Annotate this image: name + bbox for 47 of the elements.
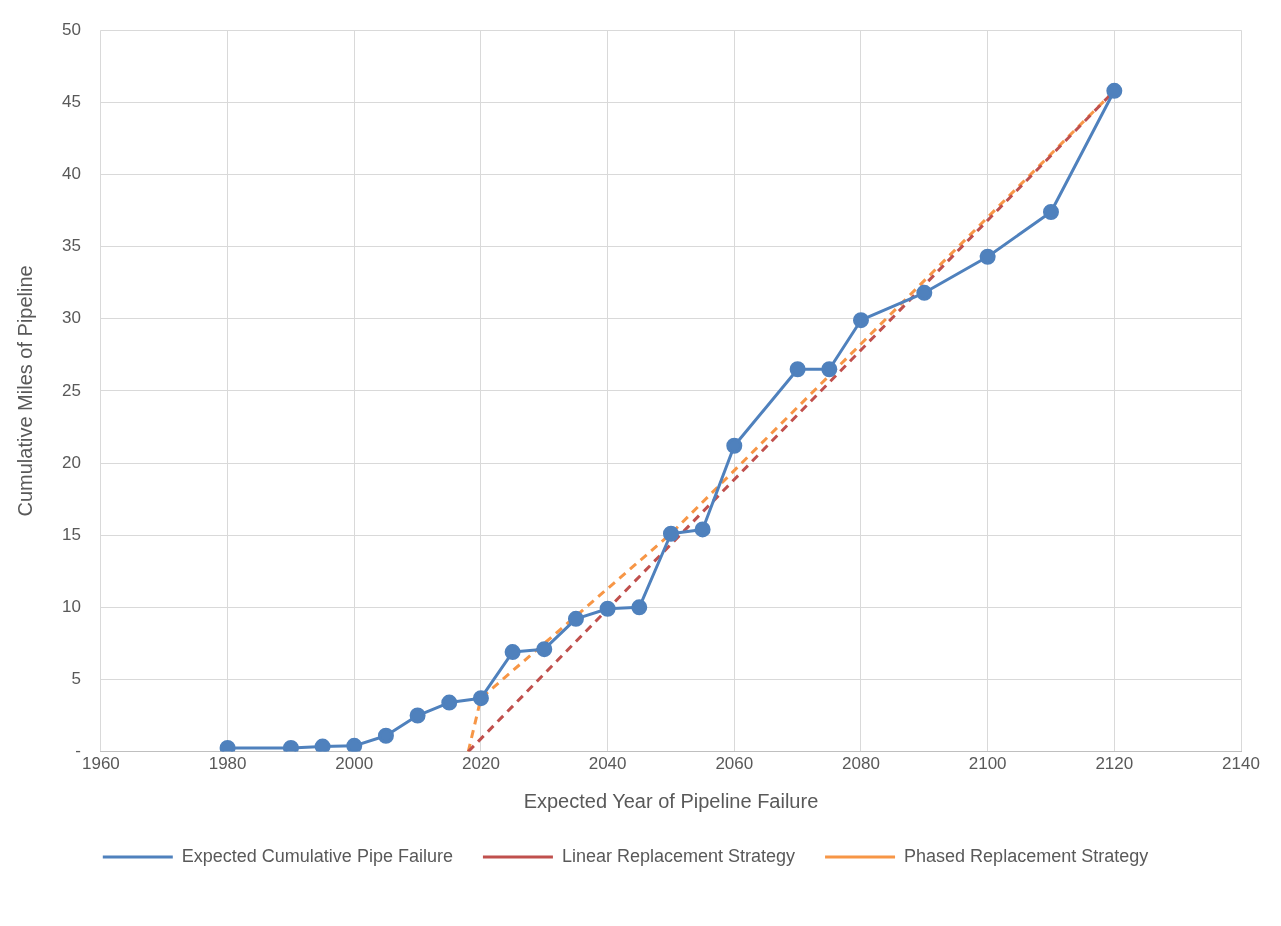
legend-label: Linear Replacement Strategy <box>561 845 796 866</box>
point <box>567 610 584 627</box>
x-tick-label: 2020 <box>462 754 500 774</box>
point <box>504 644 521 661</box>
y-tick-label: 25 <box>61 380 81 400</box>
x-tick-label: 2120 <box>1095 754 1134 774</box>
point <box>726 437 743 454</box>
point <box>377 727 394 744</box>
point <box>662 525 679 542</box>
point <box>472 690 489 707</box>
legend-label: Phased Replacement Strategy <box>904 845 1149 866</box>
x-tick-label: 2140 <box>1222 754 1260 774</box>
point <box>631 599 648 616</box>
point <box>1042 203 1059 220</box>
point <box>346 737 363 752</box>
y-tick-label: 10 <box>61 597 81 617</box>
x-axis-title: Expected Year of Pipeline Failure <box>523 789 819 812</box>
x-tick-label: 2060 <box>715 754 754 774</box>
point <box>852 312 869 329</box>
y-tick-label: - <box>75 741 81 761</box>
legend-label: Expected Cumulative Pipe Failure <box>181 845 453 866</box>
point <box>979 248 996 265</box>
y-tick-label: 5 <box>71 669 81 689</box>
point <box>409 707 426 724</box>
y-tick-label: 15 <box>61 524 81 544</box>
point <box>314 738 331 752</box>
y-tick-label: 40 <box>61 164 81 184</box>
y-tick-label: 30 <box>61 308 81 328</box>
y-tick-label: 35 <box>61 236 81 256</box>
x-tick-label: 1960 <box>82 754 120 774</box>
point <box>1106 82 1123 99</box>
y-tick-label: 45 <box>61 92 81 112</box>
point <box>821 361 838 378</box>
point <box>441 694 458 711</box>
point <box>599 600 616 617</box>
x-tick-label: 2080 <box>842 754 880 774</box>
x-tick-label: 2040 <box>588 754 627 774</box>
point <box>916 284 933 301</box>
x-tick-label: 1980 <box>208 754 247 774</box>
point <box>536 641 553 658</box>
y-axis-title: Cumulative Miles of Pipeline <box>13 265 36 517</box>
x-tick-label: 2000 <box>335 754 374 774</box>
y-tick-label: 20 <box>61 452 81 472</box>
x-tick-label: 2100 <box>968 754 1007 774</box>
point <box>694 521 711 538</box>
point <box>789 361 806 378</box>
y-tick-label: 50 <box>61 19 81 39</box>
